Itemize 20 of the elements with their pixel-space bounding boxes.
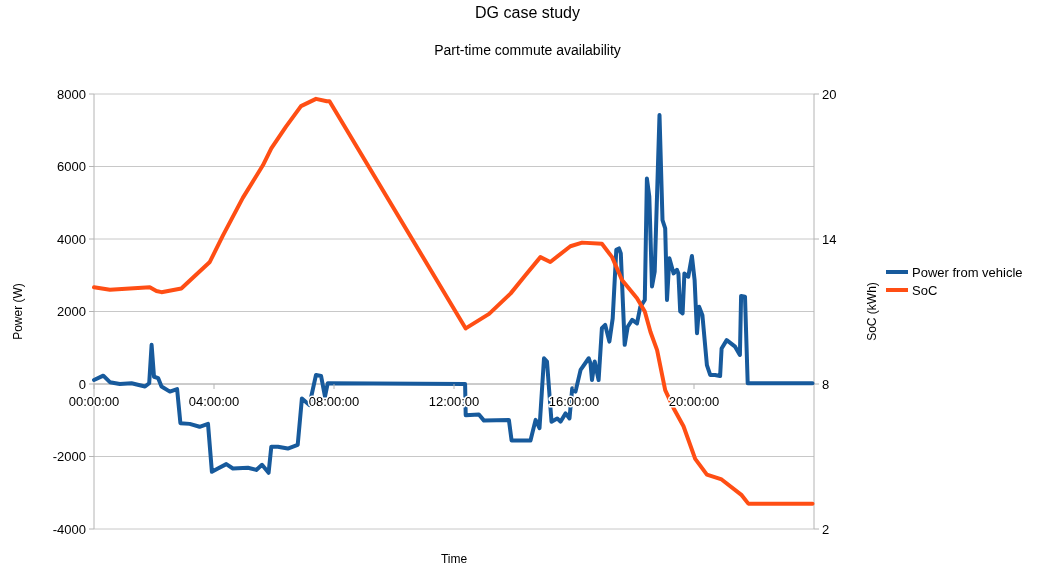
y-tick-label: 0 <box>78 376 86 392</box>
y-tick-label: 6000 <box>57 159 86 175</box>
legend-label: Power from vehicle <box>912 264 1023 280</box>
chart-subtitle: Part-time commute availability <box>434 42 621 58</box>
y-tick-label: 4000 <box>57 231 86 247</box>
y-tick-label: 2000 <box>57 304 86 320</box>
legend-label: SoC <box>912 282 938 298</box>
y-tick-label: -2000 <box>52 449 86 465</box>
y2-axis-title: SoC (kWh) <box>865 282 879 341</box>
x-tick-label: 04:00:00 <box>188 394 240 409</box>
chart-title: DG case study <box>475 4 580 21</box>
y-axis-title: Power (W) <box>11 283 25 340</box>
y2-tick-label: 14 <box>822 231 837 247</box>
x-axis-title: Time <box>440 552 468 566</box>
y2-tick-label: 20 <box>822 86 837 102</box>
y-tick-label: -4000 <box>52 521 86 537</box>
y-tick-label: 8000 <box>57 86 86 102</box>
y2-tick-label: 8 <box>822 376 830 392</box>
x-tick-label: 00:00:00 <box>68 394 120 409</box>
y2-tick-label: 2 <box>822 521 830 537</box>
